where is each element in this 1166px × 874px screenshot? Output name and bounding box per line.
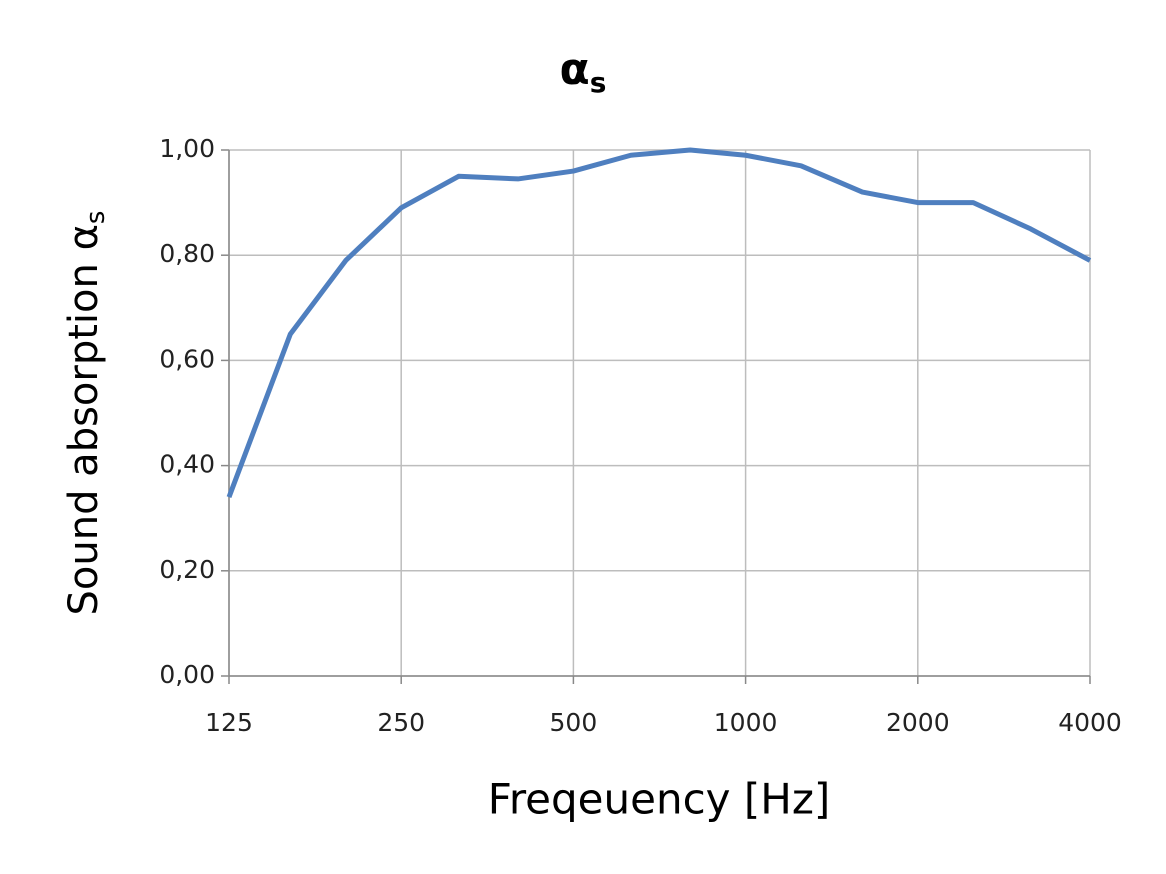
ylabel-subscript: s: [81, 211, 111, 225]
y-tick-label: 0,00: [159, 660, 215, 689]
x-tick-label: 250: [377, 708, 425, 737]
data-line: [226, 147, 1092, 499]
y-tick-label: 1,00: [159, 134, 215, 163]
y-axis-label: Sound absorption αs: [61, 211, 111, 616]
y-tick-label: 0,60: [159, 344, 215, 373]
x-tick-label: 1000: [714, 708, 778, 737]
x-tick-label: 125: [205, 708, 253, 737]
x-tick-label: 4000: [1058, 708, 1122, 737]
x-tick-label: 2000: [886, 708, 950, 737]
chart-title: αs: [560, 44, 607, 99]
title-subscript: s: [590, 66, 607, 99]
x-axis-label: Freqeuency [Hz]: [488, 775, 831, 824]
x-tick-label: 500: [550, 708, 598, 737]
ylabel-text: Sound absorption α: [61, 224, 107, 615]
title-text: α: [560, 44, 590, 95]
y-tick-label: 0,40: [159, 450, 215, 479]
y-tick-label: 0,20: [159, 555, 215, 584]
y-tick-label: 0,80: [159, 239, 215, 268]
